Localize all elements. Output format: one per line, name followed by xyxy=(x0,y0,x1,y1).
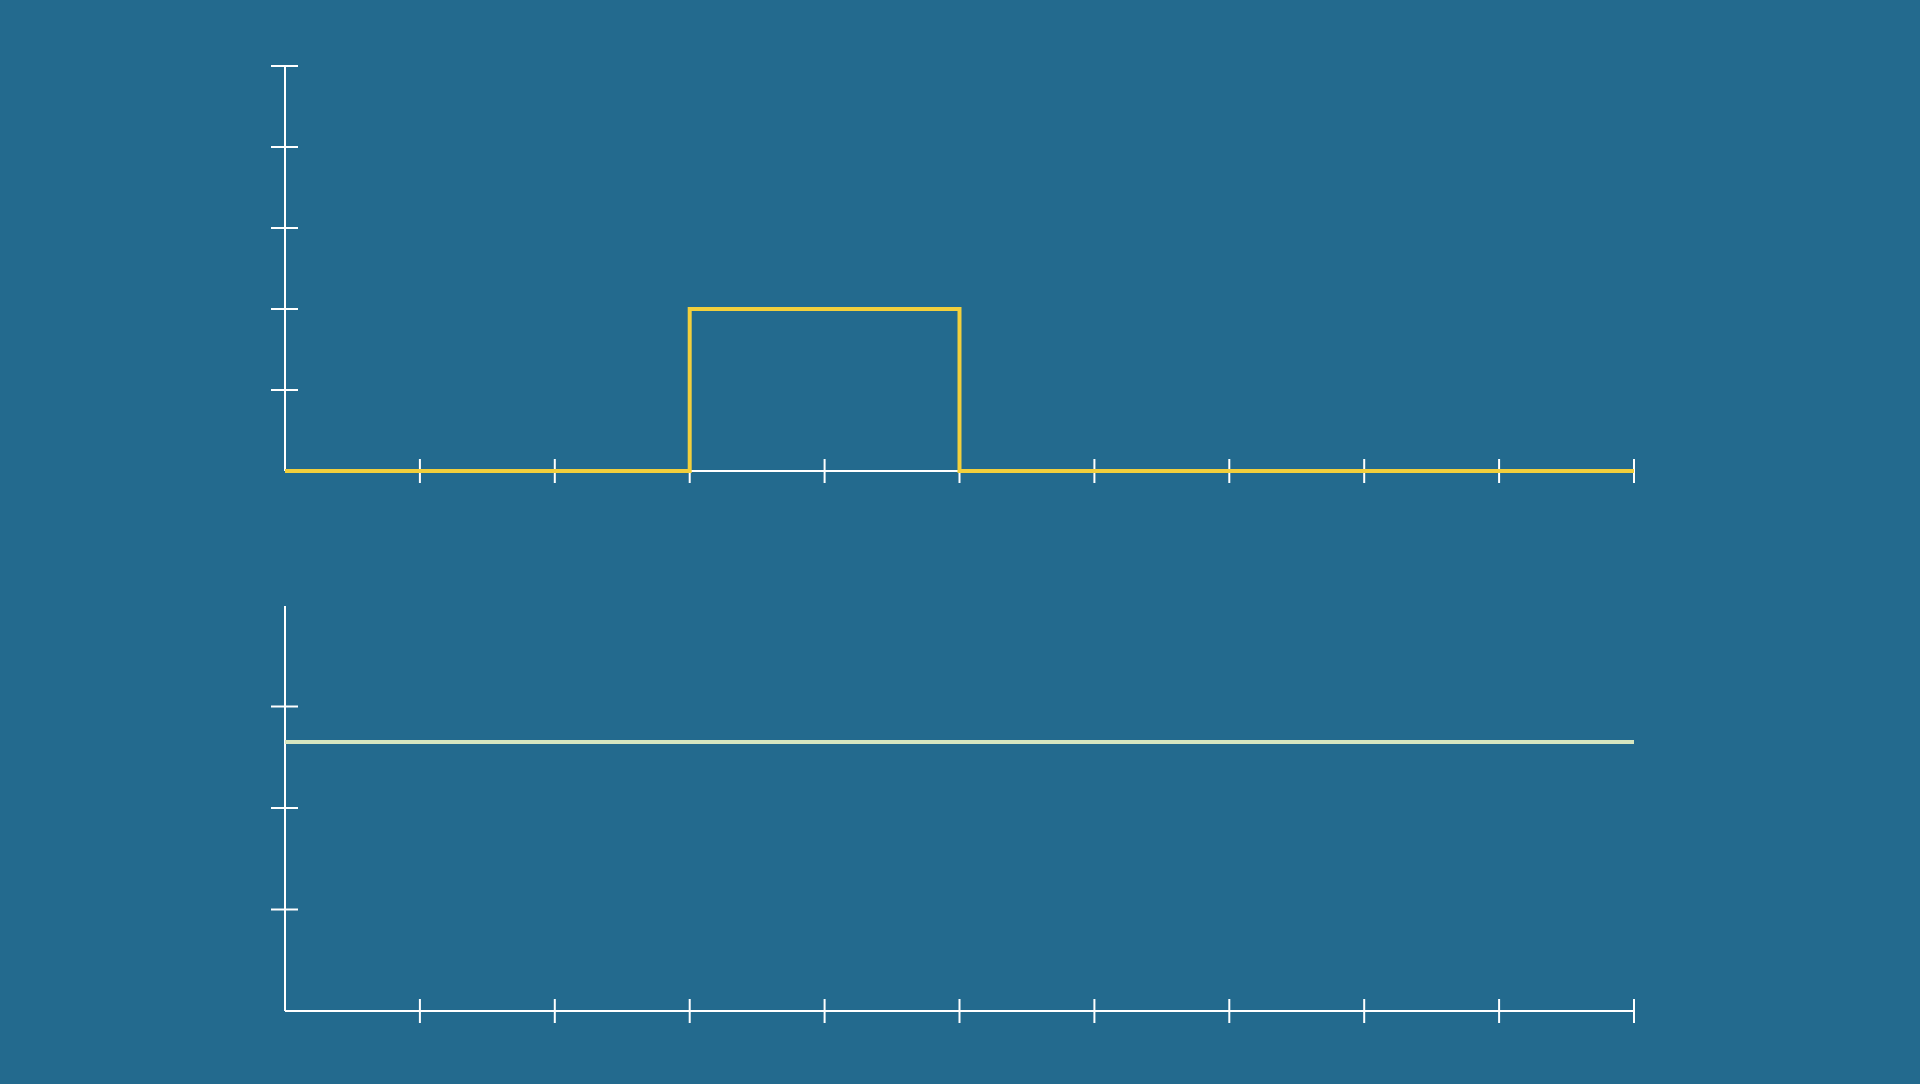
top-chart xyxy=(271,65,1635,483)
bottom-chart xyxy=(271,606,1635,1023)
top-series-line xyxy=(285,307,1634,473)
